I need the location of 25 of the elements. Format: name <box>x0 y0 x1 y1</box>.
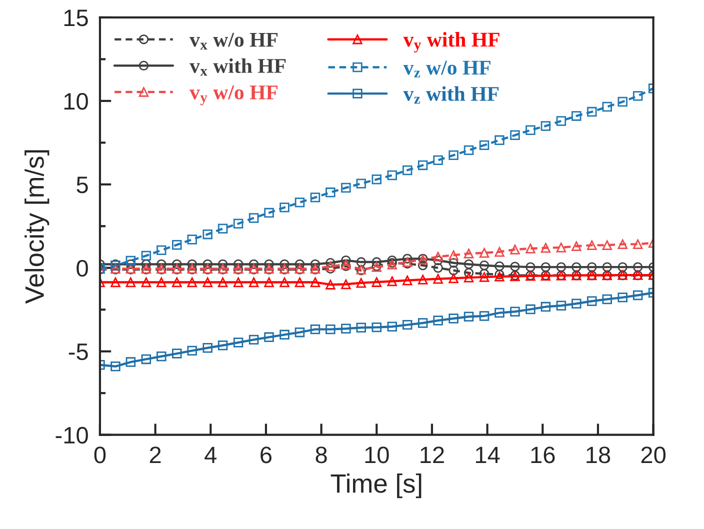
x-tick-label: 0 <box>94 446 106 464</box>
x-tick-label: 4 <box>204 446 217 464</box>
y-tick-label: -5 <box>68 344 88 360</box>
x-tick-label: 8 <box>316 446 327 464</box>
legend-label: v$_{x}$ w/o HF <box>190 32 278 50</box>
legend-label: v$_{y}$ w/o HF <box>190 85 278 106</box>
legend-label: v$_{z}$ w/o HF <box>403 60 490 78</box>
x-tick-label: 6 <box>260 446 272 464</box>
x-tick-label: 2 <box>150 446 161 464</box>
y-tick-label: 5 <box>76 176 88 194</box>
y-tick-label: -10 <box>56 426 88 444</box>
legend-label: v$_{z}$ with HF <box>403 86 499 104</box>
y-tick-label: 10 <box>64 93 88 110</box>
y-tick-label: 15 <box>64 10 88 26</box>
legend-label: v$_{x}$ with HF <box>190 58 286 76</box>
x-tick-label: 20 <box>641 446 666 464</box>
x-tick-label: 18 <box>586 446 610 464</box>
y-tick-label: 0 <box>76 260 88 277</box>
x-axis-title: Time [s] <box>330 474 422 498</box>
x-tick-label: 10 <box>365 446 389 464</box>
x-tick-label: 16 <box>531 446 555 464</box>
y-axis-title: Velocity [m/s] <box>24 150 50 304</box>
x-tick-label: 12 <box>420 446 444 464</box>
legend-label: v$_{y}$ with HF <box>403 32 500 53</box>
x-tick-label: 14 <box>476 446 500 464</box>
